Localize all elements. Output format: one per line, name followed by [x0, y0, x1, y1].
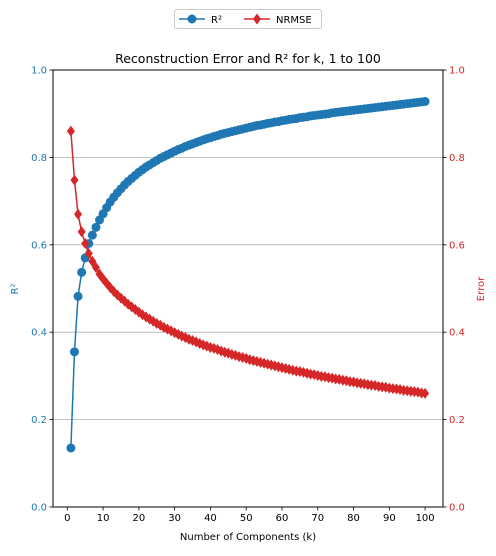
r2-point — [66, 443, 76, 453]
nrmse-point — [81, 237, 90, 249]
y-left-tick-label-5: 1.0 — [31, 66, 47, 77]
y-axis-right-label: Error — [476, 276, 487, 301]
y-right-tick-label-3: 0.6 — [449, 240, 465, 251]
r2-point — [420, 96, 430, 106]
x-tick-label-4: 40 — [204, 513, 217, 524]
y-left-tick-label-2: 0.4 — [31, 328, 47, 339]
x-axis: 0 10 20 30 40 50 60 70 80 90 100 — [64, 507, 435, 524]
x-tick-label-5: 50 — [240, 513, 253, 524]
series-r2 — [66, 96, 430, 453]
y-left-tick-label-4: 0.8 — [31, 153, 47, 164]
legend-nrmse-label: NRMSE — [276, 15, 312, 26]
series-nrmse — [66, 125, 430, 399]
y-right-tick-label-1: 0.2 — [449, 415, 465, 426]
x-tick-label-8: 80 — [347, 513, 360, 524]
r2-point — [91, 222, 101, 232]
y-axis-left: 0.0 0.2 0.4 0.6 0.8 1.0 — [31, 66, 53, 514]
chart-title: Reconstruction Error and R² for k, 1 to … — [115, 51, 381, 66]
y-left-tick-label-0: 0.0 — [31, 503, 47, 514]
y-right-tick-label-0: 0.0 — [449, 503, 465, 514]
nrmse-point — [84, 248, 93, 260]
x-tick-label-3: 30 — [168, 513, 181, 524]
plot-frame — [52, 69, 444, 508]
y-right-tick-label-2: 0.4 — [449, 328, 465, 339]
nrmse-point — [66, 125, 75, 137]
legend-nrmse-marker — [253, 13, 261, 25]
r2-point — [73, 291, 83, 301]
legend: R² NRMSE — [174, 9, 322, 29]
y-right-tick-label-4: 0.8 — [449, 153, 465, 164]
x-tick-label-1: 10 — [97, 513, 110, 524]
nrmse-point — [88, 255, 97, 267]
x-tick-label-6: 60 — [276, 513, 289, 524]
nrmse-point — [74, 208, 83, 220]
nrmse-point — [77, 226, 86, 238]
legend-r2-label: R² — [211, 15, 222, 26]
r2-point — [69, 347, 79, 357]
nrmse-point — [421, 387, 430, 399]
r2-point — [87, 230, 97, 240]
y-axis-left-label: R² — [10, 284, 21, 295]
nrmse-point — [91, 262, 100, 274]
legend-r2-marker — [187, 14, 197, 24]
x-tick-label-0: 0 — [64, 513, 70, 524]
y-axis-right: 0.0 0.2 0.4 0.6 0.8 1.0 — [443, 66, 465, 514]
y-right-tick-label-5: 1.0 — [449, 66, 465, 77]
nrmse-point — [70, 174, 79, 186]
x-tick-label-7: 70 — [311, 513, 324, 524]
y-left-tick-label-1: 0.2 — [31, 415, 47, 426]
x-tick-label-2: 20 — [133, 513, 146, 524]
x-axis-label: Number of Components (k) — [180, 532, 316, 543]
x-tick-label-10: 100 — [416, 513, 435, 524]
y-left-tick-label-3: 0.6 — [31, 240, 47, 251]
x-tick-label-9: 90 — [383, 513, 396, 524]
r2-point — [77, 267, 87, 277]
